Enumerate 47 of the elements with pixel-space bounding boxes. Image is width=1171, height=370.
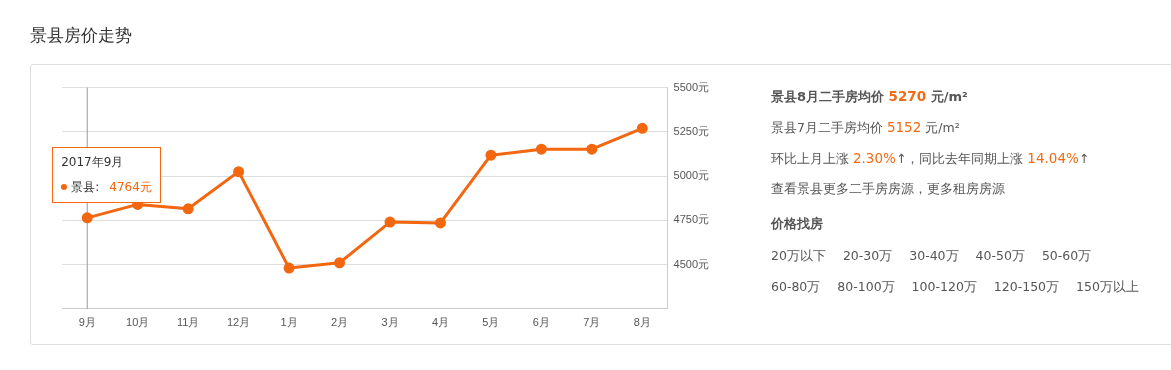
annotation: 2017年9月 [61, 153, 125, 171]
point [434, 217, 446, 229]
text: 景县7月二手房均价 5152 元/m² [771, 118, 961, 137]
x-tick-label: 4月 [431, 316, 450, 329]
point [636, 122, 648, 134]
point [586, 143, 598, 155]
text: 150万以上 [1076, 278, 1139, 296]
annotation: 景县: [71, 179, 100, 194]
x-tick-label: 2月 [330, 316, 349, 329]
text: 景县8月二手房均价 5270 元/m² [771, 87, 969, 106]
text: 60-80万 [771, 278, 821, 296]
text: 20万以下 [771, 247, 826, 265]
y-tick-label: 5250元 [673, 124, 710, 137]
chart-title: 景县房价走势 [30, 24, 132, 47]
text: 价格找房 [771, 215, 824, 233]
y-tick-label: 5000元 [673, 169, 710, 182]
x-tick-label: 11月 [176, 316, 200, 329]
point [535, 143, 547, 155]
text: 30-40万 [909, 247, 959, 265]
x-tick-label: 10月 [126, 316, 150, 329]
x-tick-label: 9月 [78, 316, 96, 329]
x-tick-label: 5月 [482, 316, 500, 329]
text: 80-100万 [837, 278, 895, 296]
point [334, 257, 346, 269]
point [233, 166, 245, 178]
point [485, 149, 497, 161]
text: 环比上月上涨 2.30%↑，同比去年同期上涨 14.04%↑ [771, 149, 1091, 168]
text: 100-120万 [911, 278, 977, 296]
point [81, 212, 93, 224]
text: 120-150万 [993, 278, 1060, 296]
x-tick-label: 7月 [583, 316, 601, 329]
text: 40-50万 [975, 247, 1025, 265]
text: 50-60万 [1041, 247, 1092, 265]
point [283, 262, 295, 274]
point [384, 216, 396, 228]
point [182, 203, 194, 215]
y-tick-label: 4500元 [673, 257, 710, 270]
x-tick-label: 6月 [532, 316, 550, 329]
x-tick-label: 3月 [381, 316, 399, 329]
y-tick-label: 4750元 [673, 213, 710, 226]
text: 查看景县更多二手房房源，更多租房房源 [771, 180, 1006, 198]
annotation: 4764元 [109, 179, 152, 194]
x-tick-label: 8月 [633, 316, 651, 329]
x-tick-label: 12月 [226, 316, 251, 329]
x-tick-label: 1月 [280, 316, 298, 329]
y-tick-label: 5500元 [673, 80, 710, 93]
text: 20-30万 [842, 247, 893, 265]
